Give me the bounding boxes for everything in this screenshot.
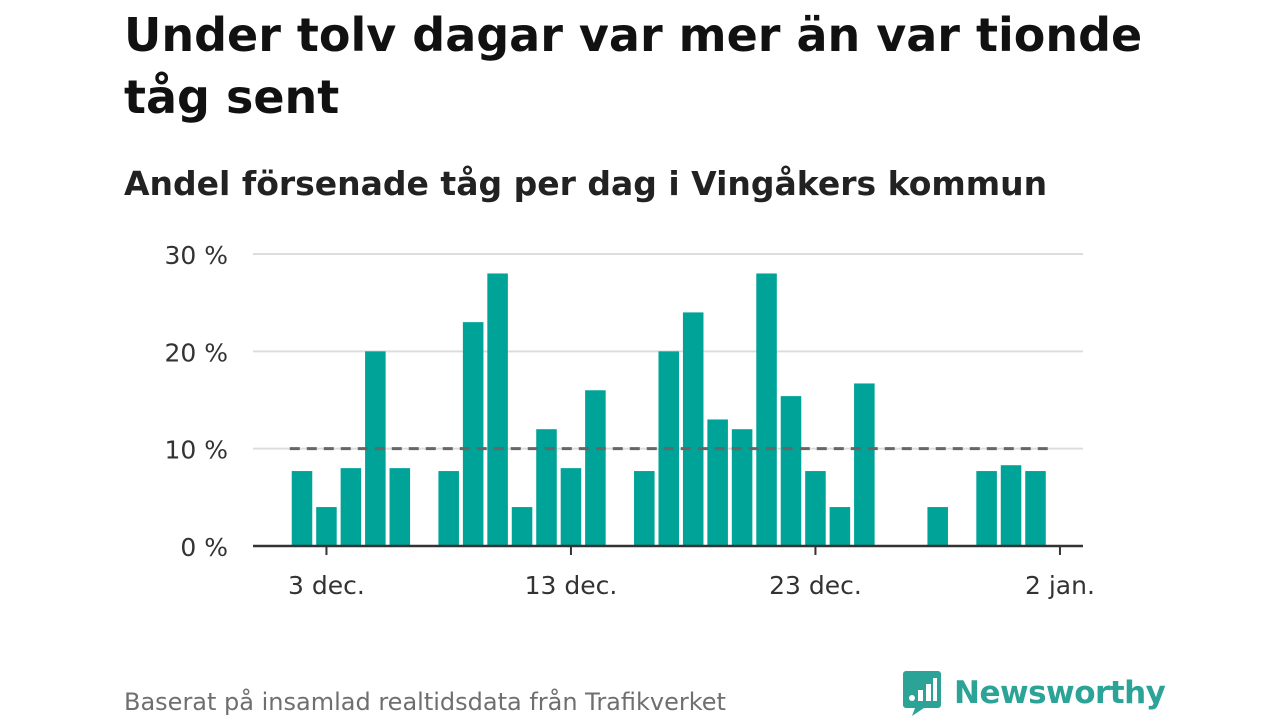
- x-tick-label: 23 dec.: [769, 571, 862, 600]
- bar: [780, 396, 802, 546]
- newsworthy-logo-icon: [903, 671, 941, 716]
- y-tick-label: 0 %: [180, 533, 228, 562]
- bar: [462, 322, 484, 546]
- bar: [854, 383, 875, 546]
- bar: [829, 507, 851, 546]
- bar: [291, 471, 313, 546]
- chart-title: Under tolv dagar var mer än var tionde t…: [124, 8, 1143, 124]
- bar: [316, 507, 337, 546]
- bar: [438, 471, 459, 546]
- chart-subtitle: Andel försenade tåg per dag i Vingåkers …: [124, 164, 1048, 203]
- bar: [756, 273, 777, 546]
- bar: [927, 507, 948, 546]
- x-tick-label: 2 jan.: [1025, 571, 1095, 600]
- bar: [682, 312, 704, 546]
- bar: [536, 429, 557, 546]
- bar: [389, 468, 411, 546]
- bar: [1000, 465, 1022, 546]
- y-tick-label: 30 %: [164, 241, 228, 270]
- bar: [560, 468, 582, 546]
- y-tick-label: 10 %: [164, 436, 228, 465]
- x-tick-label: 13 dec.: [525, 571, 618, 600]
- brand-name: Newsworthy: [954, 675, 1166, 711]
- bar: [634, 471, 655, 546]
- y-tick-label: 20 %: [164, 338, 228, 367]
- bar: [707, 419, 728, 546]
- bar-chart: 0 % 10 % 20 % 30 % 3 dec. 13 dec. 23 dec. 2 jan…: [164, 241, 1095, 600]
- source-note: Baserat på insamlad realtidsdata från Tr…: [124, 688, 726, 716]
- brand-logo: Newsworthy: [902, 668, 1166, 718]
- bar: [487, 273, 508, 546]
- x-tick-label: 3 dec.: [288, 571, 365, 600]
- bar: [511, 507, 533, 546]
- bar: [585, 390, 606, 546]
- bar: [1025, 471, 1046, 546]
- bar: [340, 468, 362, 546]
- bar: [976, 471, 997, 546]
- bar: [731, 429, 753, 546]
- bar: [805, 471, 826, 546]
